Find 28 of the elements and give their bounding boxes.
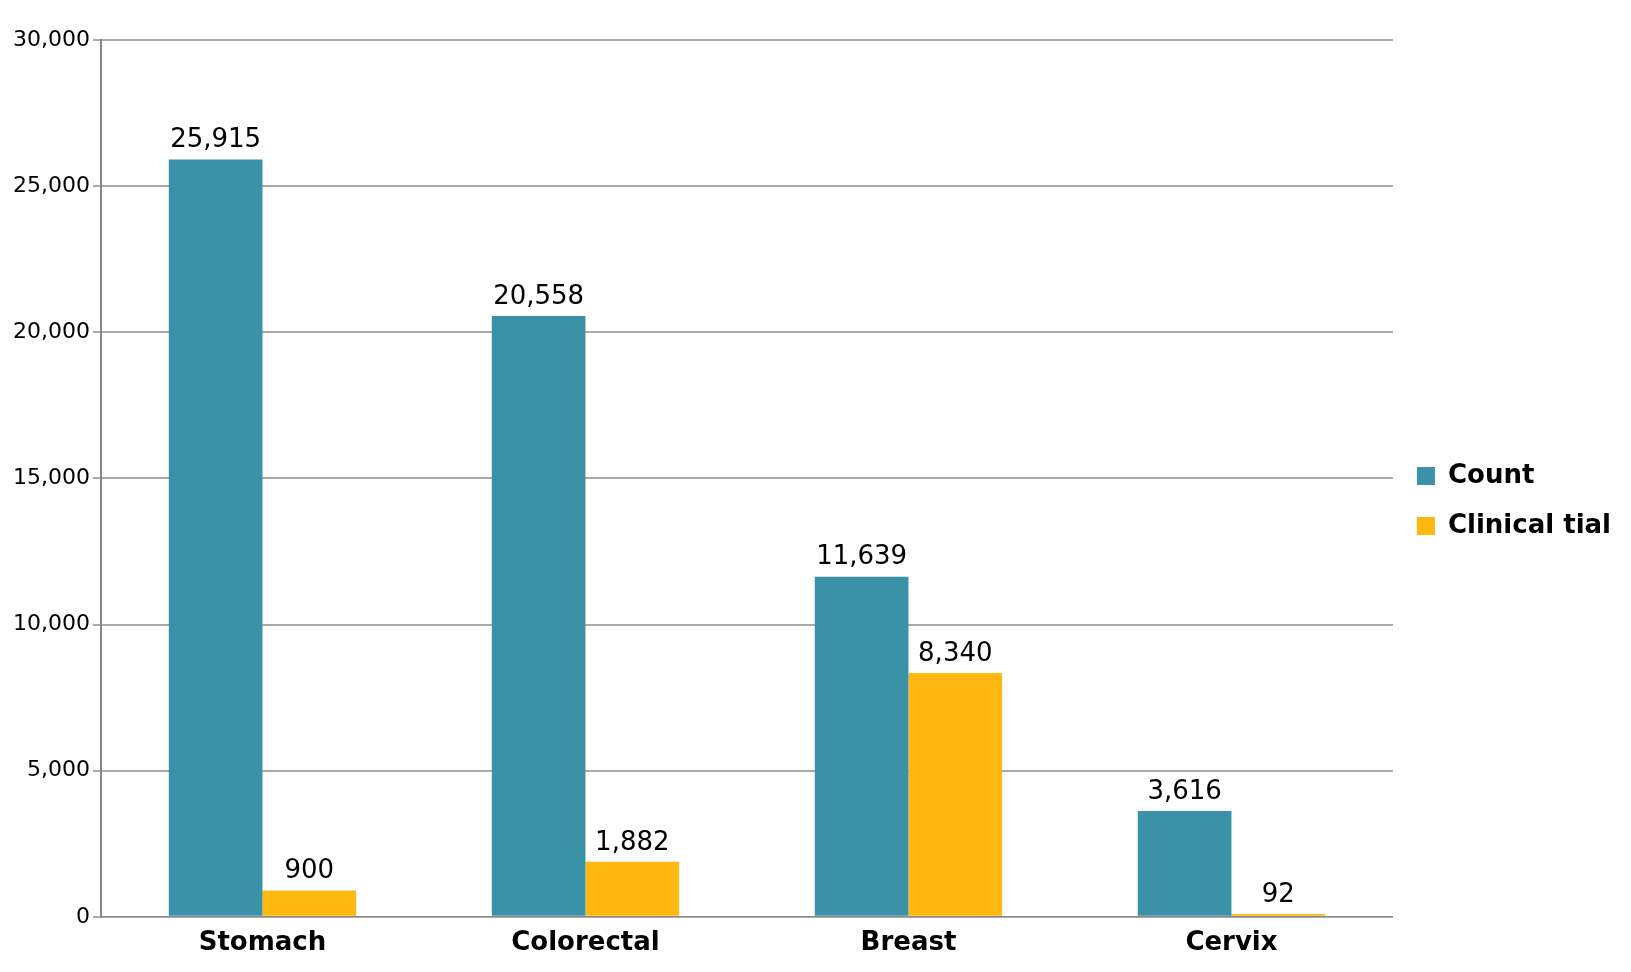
data-label: 92 — [1261, 877, 1295, 908]
y-tick-label: 15,000 — [12, 464, 90, 490]
x-tick-label: Colorectal — [511, 926, 660, 957]
bar — [1137, 811, 1232, 916]
y-tick-label: 5,000 — [26, 756, 90, 782]
bar — [491, 315, 586, 916]
legend-label: Count — [1447, 458, 1535, 489]
y-tick-label: 20,000 — [12, 317, 90, 343]
x-tick-label: Cervix — [1185, 926, 1278, 957]
bar — [908, 673, 1003, 916]
data-label: 11,639 — [816, 540, 908, 571]
data-label: 25,915 — [170, 123, 262, 154]
y-tick-label: 25,000 — [12, 171, 90, 197]
x-tick-label: Breast — [860, 926, 957, 957]
y-tick-label: 10,000 — [12, 610, 90, 636]
x-tick-label: Stomach — [198, 926, 327, 957]
data-label: 8,340 — [918, 636, 993, 667]
data-label: 900 — [284, 854, 335, 885]
bar — [585, 861, 680, 916]
y-tick-label: 0 — [75, 902, 90, 928]
data-label: 20,558 — [493, 279, 585, 310]
bar — [168, 159, 263, 916]
data-label: 3,616 — [1147, 774, 1222, 805]
bar — [814, 576, 909, 916]
bar — [262, 890, 357, 916]
data-label: 1,882 — [595, 825, 670, 856]
y-tick-label: 30,000 — [12, 25, 90, 51]
legend-label: Clinical tial — [1447, 508, 1611, 539]
